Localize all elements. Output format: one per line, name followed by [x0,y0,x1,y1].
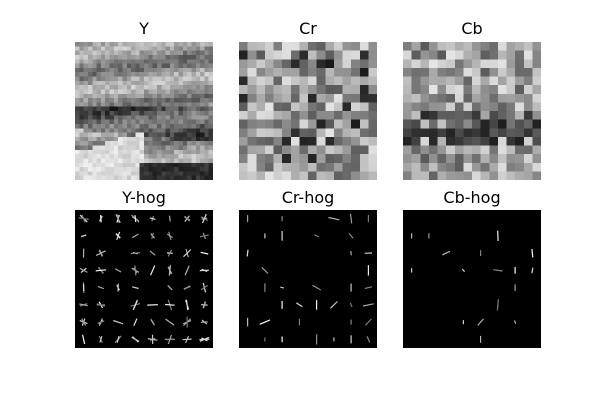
hog-gradient-segment [79,303,88,307]
hog-gradient-segment [182,338,192,341]
hog-gradient-segment [261,266,269,274]
hog-gradient-segment [132,286,139,290]
hog-gradient-segment [114,268,122,273]
hog-gradient-segment [201,268,208,273]
hog-gradient-segment [133,318,138,326]
hog-gradient-segment [116,214,120,223]
cb-hog-image [403,210,541,348]
hog-gradient-segment [81,318,87,326]
hog-gradient-segment [167,285,173,291]
hog-gradient-segment [513,320,517,324]
hog-gradient-segment [149,265,156,276]
hog-gradient-segment [349,213,353,224]
hog-gradient-segment [130,252,141,255]
hog-gradient-segment [167,266,173,275]
hog-gradient-segment [362,303,374,307]
hog-gradient-segment [183,285,191,290]
hog-gradient-segment [165,303,175,306]
hog-gradient-segment [442,250,451,256]
title-cr: Cr [299,19,317,38]
hog-gradient-segment [131,233,139,239]
hog-gradient-segment [328,216,340,221]
title-cb: Cb [461,19,483,38]
hog-gradient-segment [259,319,271,325]
hog-gradient-segment [199,234,209,238]
hog-gradient-segment [117,283,119,292]
panel-cr-hog [239,210,377,348]
hog-gradient-segment [366,336,371,343]
hog-gradient-segment [184,300,190,310]
hog-gradient-segment [329,301,338,309]
hog-gradient-segment [202,301,207,309]
hog-gradient-segment [531,267,534,274]
hog-gradient-segment [183,249,192,258]
hog-gradient-segment [364,318,372,326]
hog-gradient-segment [99,336,103,343]
hog-gradient-segment [348,233,354,239]
hog-gradient-segment [200,321,208,323]
hog-gradient-segment [134,265,137,276]
panel-cb-hog [403,210,541,348]
hog-gradient-segment [149,217,156,220]
hog-gradient-segment [350,250,352,256]
hog-gradient-segment [150,319,155,325]
hog-gradient-segment [97,320,105,324]
hog-gradient-segment [496,299,499,311]
hog-gradient-segment [477,318,484,326]
hog-gradient-segment [296,302,303,308]
hog-gradient-segment [364,286,373,289]
hog-gradient-segment [78,217,89,220]
hog-gradient-segment [134,215,137,223]
hog-gradient-segment [264,337,266,342]
hog-gradient-segment [97,285,105,290]
hog-gradient-segment [184,216,191,221]
title-y-hog: Y-hog [122,188,166,207]
hog-gradient-segment [95,269,107,272]
cr-hog-image [239,210,377,348]
cb-channel-image [403,42,541,180]
hog-gradient-segment [80,234,87,238]
hog-gradient-segment [100,214,102,223]
hog-gradient-segment [201,213,207,224]
hog-gradient-segment [82,334,86,345]
hog-gradient-segment [246,249,249,257]
panel-cr [239,42,377,180]
hog-gradient-segment [113,319,124,325]
hog-gradient-segment [531,248,534,258]
hog-gradient-segment [349,302,353,308]
panel-y-hog [75,210,213,348]
hog-gradient-segment [132,299,138,311]
hog-gradient-segment [151,232,154,239]
hog-gradient-segment [200,251,209,255]
hog-gradient-segment [167,249,173,257]
y-channel-image [75,42,213,180]
hog-gradient-segment [168,215,171,222]
panel-y [75,42,213,180]
hog-gradient-segment [461,268,466,273]
hog-gradient-segment [493,269,503,272]
title-y: Y [139,19,149,38]
hog-gradient-segment [280,286,285,289]
hog-gradient-segment [116,336,120,343]
y-hog-image [75,210,213,348]
hog-gradient-segment [312,284,322,291]
panel-cb [403,42,541,180]
hog-gradient-segment [166,233,173,239]
hog-gradient-segment [184,265,190,276]
title-cb-hog: Cb-hog [443,188,501,207]
hog-gradient-segment [116,231,121,241]
hog-gradient-segment [165,318,175,326]
hog-gradient-segment [149,250,156,256]
hog-gradient-segment [147,338,158,341]
hog-gradient-segment [199,338,210,341]
hog-gradient-segment [131,336,140,342]
hog-gradient-segment [79,267,88,273]
title-cr-hog: Cr-hog [281,188,335,207]
hog-gradient-segment [200,284,208,291]
hog-gradient-segment [314,234,320,238]
hog-gradient-segment [99,249,103,257]
cr-channel-image [239,42,377,180]
